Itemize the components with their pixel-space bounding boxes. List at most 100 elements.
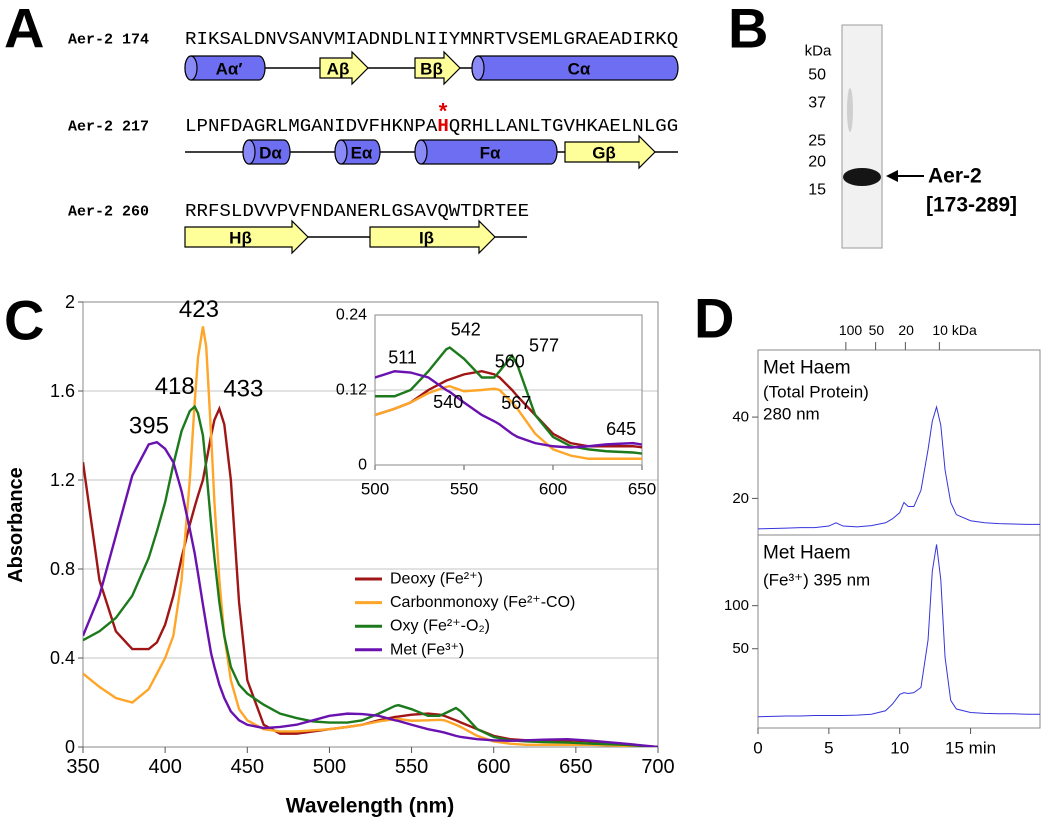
- highlighted-residue: H: [437, 117, 448, 137]
- strand: [564, 134, 656, 170]
- strand: [369, 219, 496, 255]
- helix-cap: [334, 139, 348, 165]
- element-label: Dα: [259, 144, 282, 163]
- trace-label: (Total Protein): [763, 383, 869, 402]
- element-label: Iβ: [419, 229, 434, 248]
- strand: [414, 50, 461, 86]
- peak-label: 560: [495, 351, 525, 371]
- sequence: RIKSALDNVSANVMIADNDLNIIYMNRTVSEMLGRAEADI…: [185, 30, 678, 50]
- helix-cap: [184, 55, 198, 81]
- peak-label: 395: [129, 413, 169, 440]
- trace-label: (Fe³⁺) 395 nm: [763, 571, 870, 590]
- x2-tick-label: 100: [839, 322, 863, 338]
- peak-label: 540: [433, 392, 463, 412]
- inset-y-tick-label: 0.24: [336, 307, 367, 324]
- inset-x-tick-label: 550: [450, 480, 478, 499]
- legend-label: Oxy (Fe²⁺-O₂): [390, 618, 490, 635]
- y-tick-label: 0.8: [50, 559, 75, 579]
- strand: [319, 50, 369, 86]
- helix-cap: [414, 139, 428, 165]
- element-label: Eα: [351, 144, 373, 163]
- peak-label: 423: [179, 296, 219, 323]
- gel-arrow-head: [886, 170, 898, 182]
- inset-y-tick-label: 0.12: [336, 382, 367, 399]
- legend-label: Carbonmonoxy (Fe²⁺-CO): [390, 594, 575, 611]
- sequence-name: Aer-2 260: [68, 204, 149, 221]
- panel-label: A: [4, 0, 44, 60]
- inset-x-tick-label: 650: [628, 480, 656, 499]
- series-line: [83, 440, 658, 747]
- x2-tick-label: 10 kDa: [932, 322, 977, 338]
- series-line: [758, 544, 1040, 718]
- peak-label: 511: [388, 347, 417, 367]
- y-tick-label: 0.4: [50, 648, 75, 668]
- x-tick-label: 350: [66, 756, 99, 778]
- x2-tick-label: 20: [898, 322, 914, 338]
- inset-x-tick-label: 500: [361, 480, 389, 499]
- element-label: Cα: [568, 60, 591, 79]
- sequence: LPNFDAGRLMGANIDVFHKNPA: [185, 117, 438, 137]
- gel-band: [843, 168, 881, 186]
- series-line: [375, 370, 642, 449]
- inset-x-tick-label: 600: [539, 480, 567, 499]
- x-tick-label: 700: [641, 756, 674, 778]
- y-tick-label: 1.2: [50, 470, 75, 490]
- y-tick-label: 0: [65, 737, 75, 757]
- inset-y-tick-label: 0: [358, 457, 367, 474]
- element-label: Bβ: [420, 60, 443, 79]
- gel-marker: 37: [808, 95, 826, 112]
- plot-frame: [82, 301, 659, 748]
- peak-label: 645: [606, 419, 636, 439]
- legend-label: Deoxy (Fe²⁺): [390, 571, 483, 588]
- sequence: RRFSLDVVPVFNDANERLGSAVQWTDRTEE: [185, 202, 529, 222]
- x-tick-label: 5: [824, 739, 833, 758]
- x2-tick-label: 50: [869, 322, 885, 338]
- gel-marker: 50: [808, 67, 826, 84]
- panel-label: C: [4, 289, 44, 352]
- plot-frame: [757, 534, 1041, 729]
- gel-marker: 15: [808, 182, 826, 199]
- gel-lane: [841, 24, 883, 249]
- x-tick-label: 650: [559, 756, 592, 778]
- x-axis-title: Wavelength (nm): [286, 795, 454, 818]
- element-label: Fα: [480, 144, 501, 163]
- y-tick-label: 50: [732, 640, 749, 657]
- series-line: [83, 404, 658, 747]
- element-label: Hβ: [229, 229, 252, 248]
- series-line: [375, 346, 642, 455]
- x-tick-label: 600: [477, 756, 510, 778]
- y-axis-title: Absorbance: [5, 467, 27, 583]
- y-tick-label: 100: [724, 597, 749, 614]
- x-tick-label: 500: [313, 756, 346, 778]
- helix-cap: [471, 55, 485, 81]
- x-tick-label: 550: [395, 756, 428, 778]
- series-line: [758, 404, 1040, 530]
- x-tick-label: 15 min: [945, 739, 996, 758]
- gel-marker: 20: [808, 154, 826, 171]
- sequence-name: Aer-2 174: [68, 32, 149, 49]
- y-tick-label: 40: [732, 409, 749, 426]
- peak-label: 567: [501, 393, 531, 413]
- x-tick-label: 10: [890, 739, 909, 758]
- panel-label: D: [694, 287, 734, 350]
- trace-label: Met Haem: [763, 358, 851, 379]
- legend-label: Met (Fe³⁺): [390, 641, 464, 658]
- trace-label: 280 nm: [763, 405, 820, 424]
- x-tick-label: 450: [231, 756, 264, 778]
- panel-label: B: [728, 0, 768, 60]
- series-line: [375, 385, 642, 460]
- element-label: Aα′: [216, 60, 243, 79]
- peak-label: 542: [451, 320, 481, 340]
- trace-label: Met Haem: [763, 543, 851, 564]
- y-tick-label: 1.6: [50, 381, 75, 401]
- inset-frame: [374, 314, 643, 466]
- gel-unit: kDa: [805, 43, 832, 60]
- x-tick-label: 400: [148, 756, 181, 778]
- element-label: Gβ: [592, 144, 616, 163]
- y-tick-label: 2: [65, 292, 75, 312]
- band-range: [173-289]: [926, 194, 1017, 217]
- gel-smear: [847, 88, 853, 132]
- residue-mark: *: [439, 99, 448, 124]
